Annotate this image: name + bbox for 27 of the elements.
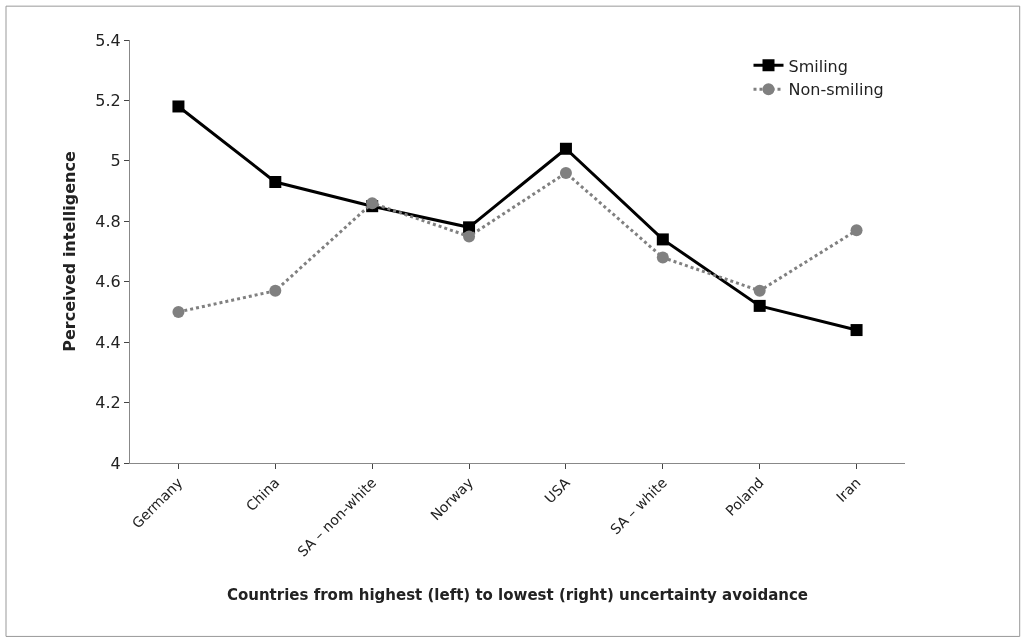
point (463, 230, 476, 243)
point (753, 299, 766, 312)
point (850, 224, 863, 237)
x-tick-label: Iran (832, 474, 864, 506)
y-tick-label: 4.8 (95, 211, 121, 231)
y-tick-label: 5 (110, 151, 121, 171)
point (269, 176, 282, 189)
point (656, 233, 669, 246)
y-tick-label: 4.4 (95, 332, 121, 352)
point (656, 251, 669, 264)
point (753, 284, 766, 297)
y-tick-label: 4.2 (95, 393, 121, 413)
y-tick-label: 5.4 (95, 30, 121, 50)
y-tick-label: 4.6 (95, 272, 121, 292)
point (172, 305, 185, 318)
legend-label: Smiling (788, 56, 848, 76)
y-axis-title: Perceived intelligence (60, 151, 80, 352)
y-tick-label: 5.2 (95, 91, 121, 111)
point (559, 166, 572, 179)
x-axis-title: Countries from highest (left) to lowest (right) uncertainty avoidance (226, 585, 809, 604)
legend-label: Non-smiling (788, 80, 884, 100)
point (269, 284, 282, 297)
x-tick-label: USA (541, 474, 574, 507)
y-tick-label: 4 (110, 453, 121, 473)
point (850, 324, 863, 337)
point (172, 100, 185, 113)
point (559, 142, 572, 155)
